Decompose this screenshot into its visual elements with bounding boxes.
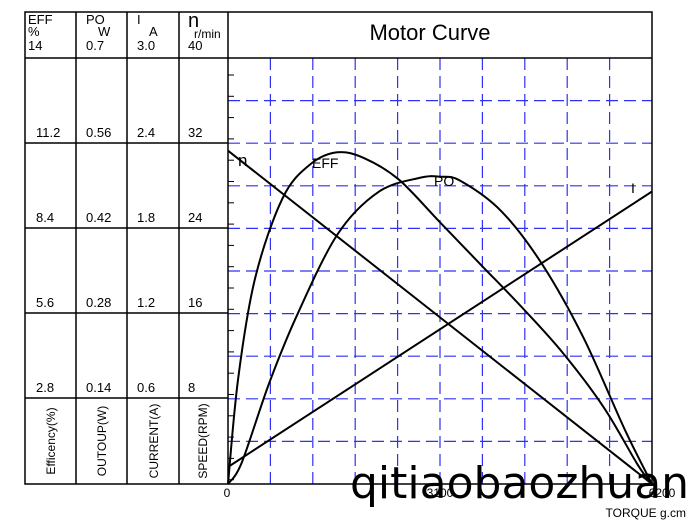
curve-label-po: PO	[434, 173, 454, 189]
axis-tick-po: 0.14	[86, 380, 111, 395]
curve-i	[227, 190, 653, 468]
axis-label-eff: Efficency(%)	[44, 407, 58, 474]
curve-label-i: I	[631, 180, 635, 196]
axis-tick-eff: 2.8	[36, 380, 54, 395]
axis-head-speed: n	[188, 10, 199, 32]
axis-top-value-current: 3.0	[137, 38, 155, 53]
curves: n EFF PO I	[227, 149, 653, 485]
curve-n	[227, 149, 653, 485]
axis-tick-current: 0.6	[137, 380, 155, 395]
grid-lines	[228, 58, 652, 484]
curve-po	[227, 175, 653, 485]
axis-label-speed: SPEED(RPM)	[196, 403, 210, 478]
watermark: qitiaobaozhuan	[350, 458, 689, 509]
axis-unit-current: A	[149, 24, 158, 39]
curve-label-eff: EFF	[312, 155, 338, 171]
axis-tick-current: 2.4	[137, 125, 155, 140]
axis-label-current: CURRENT(A)	[147, 404, 161, 479]
axis-top-value-speed: 40	[188, 38, 202, 53]
curve-eff	[227, 151, 653, 485]
outer-border	[24, 11, 653, 485]
axis-unit-po: W	[98, 24, 111, 39]
chart-title: Motor Curve	[369, 20, 490, 45]
axis-unit-speed: r/min	[194, 27, 221, 41]
x-tick-3100: 3100	[427, 486, 454, 500]
chart-frame	[24, 11, 653, 485]
axis-tick-speed: 16	[188, 295, 202, 310]
x-axis-label: TORQUE g.cm	[606, 506, 686, 520]
axis-tick-po: 0.28	[86, 295, 111, 310]
axis-tick-speed: 24	[188, 210, 202, 225]
axis-tick-eff: 8.4	[36, 210, 54, 225]
axis-tick-po: 0.56	[86, 125, 111, 140]
axis-tick-eff: 5.6	[36, 295, 54, 310]
axis-head-current: I	[137, 12, 141, 27]
axis-top-value-po: 0.7	[86, 38, 104, 53]
axis-tick-speed: 32	[188, 125, 202, 140]
axis-tick-current: 1.8	[137, 210, 155, 225]
axis-tick-po: 0.42	[86, 210, 111, 225]
axis-tick-speed: 8	[188, 380, 195, 395]
axis-label-po: OUTOUP(W)	[95, 406, 109, 476]
axis-top-value-eff: 14	[28, 38, 42, 53]
curve-label-n: n	[238, 151, 247, 170]
axis-tick-current: 1.2	[137, 295, 155, 310]
x-tick-6200: 6200	[649, 486, 676, 500]
axis-head-eff: EFF	[28, 12, 53, 27]
axis-tick-eff: 11.2	[36, 125, 60, 140]
axis-head-po: PO	[86, 12, 105, 27]
axis-unit-eff: %	[28, 24, 40, 39]
x-tick-0: 0	[224, 486, 231, 500]
